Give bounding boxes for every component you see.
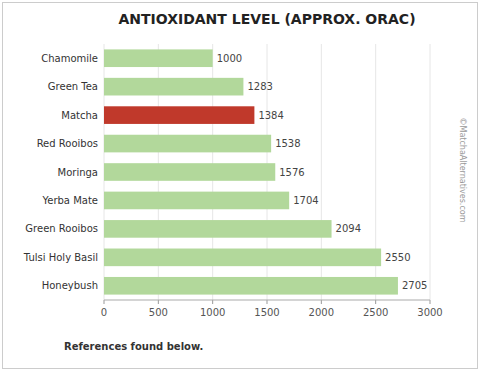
category-label: Matcha: [61, 110, 98, 121]
data-label: 2705: [402, 280, 427, 291]
category-label: Tulsi Holy Basil: [23, 252, 98, 263]
tick-mark: [375, 300, 376, 304]
data-label: 2094: [336, 223, 361, 234]
tick-mark: [267, 300, 268, 304]
tick-label: 2500: [363, 307, 388, 318]
bar: [104, 277, 398, 295]
data-label: 1000: [217, 53, 242, 64]
bar: [104, 78, 243, 96]
x-axis: 0 500 1000 1500 2000 2500 3000: [101, 300, 443, 318]
bar: [104, 249, 381, 267]
data-label: 1704: [293, 195, 318, 206]
chart-title: ANTIOXIDANT LEVEL (APPROX. ORAC): [118, 11, 415, 27]
chart-container: ANTIOXIDANT LEVEL (APPROX. ORAC) 0 500 1000…: [0, 0, 480, 371]
category-label: Honeybush: [42, 280, 98, 291]
tick-label: 2000: [309, 307, 334, 318]
chart-svg: ANTIOXIDANT LEVEL (APPROX. ORAC) 0 500 1000…: [0, 0, 480, 371]
axis-line: [104, 300, 430, 301]
category-label: Moringa: [58, 167, 98, 178]
tick-label: 1000: [200, 307, 225, 318]
tick-mark: [104, 300, 105, 304]
figure-border: [3, 3, 478, 369]
tick-label: 3000: [417, 307, 442, 318]
watermark: ©MatchaAlternatives.com: [458, 118, 467, 223]
category-label: Chamomile: [41, 53, 98, 64]
labels: Honeybush 2705 Tulsi Holy Basil 2550 Green R…: [23, 53, 428, 292]
data-label: 1576: [279, 167, 304, 178]
data-label: 1538: [275, 138, 300, 149]
category-label: Red Rooibos: [37, 138, 98, 149]
tick-mark: [212, 300, 213, 304]
tick-mark: [430, 300, 431, 304]
tick-label: 1500: [254, 307, 279, 318]
footnote: References found below.: [64, 341, 203, 352]
bar: [104, 106, 254, 124]
tick-mark: [321, 300, 322, 304]
category-label: Yerba Mate: [41, 195, 98, 206]
category-label: Green Rooibos: [25, 223, 98, 234]
data-label: 2550: [385, 252, 410, 263]
tick-label: 500: [149, 307, 168, 318]
data-label: 1283: [247, 81, 272, 92]
bar: [104, 192, 289, 210]
grid-line: [430, 44, 431, 300]
grid: [104, 44, 430, 300]
tick-label: 0: [101, 307, 107, 318]
bars: [104, 49, 398, 294]
bar: [104, 135, 271, 153]
tick-mark: [158, 300, 159, 304]
bar: [104, 163, 275, 181]
bar: [104, 49, 213, 67]
category-label: Green Tea: [48, 81, 98, 92]
data-label: 1384: [258, 110, 283, 121]
bar: [104, 220, 332, 238]
